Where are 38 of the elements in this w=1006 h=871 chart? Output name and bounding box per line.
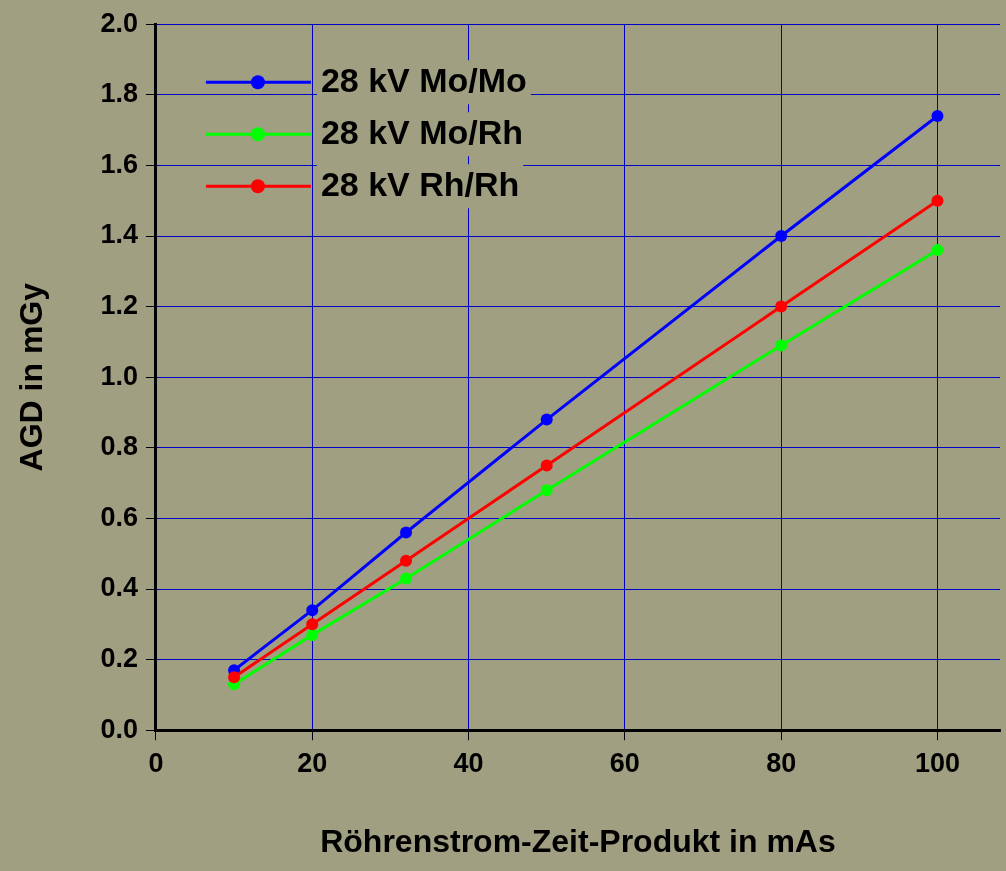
- point: [306, 618, 319, 631]
- y-tick-label: 0.8: [100, 431, 138, 462]
- x-axis-title: Röhrenstrom-Zeit-Produkt in mAs: [320, 822, 836, 859]
- legend-label: 28 kV Mo/Mo: [320, 60, 527, 99]
- point: [540, 484, 553, 497]
- x-tick-label: 0: [148, 747, 164, 778]
- point: [931, 109, 944, 122]
- point: [306, 628, 319, 641]
- point: [931, 244, 944, 257]
- legend-label: 28 kV Rh/Rh: [320, 164, 520, 203]
- y-tick-label: 0.4: [100, 572, 138, 603]
- point: [775, 300, 788, 313]
- y-tick-label: 2.0: [100, 7, 138, 38]
- x-tick-label: 80: [766, 747, 797, 778]
- x-tick-label: 40: [453, 747, 484, 778]
- y-tick-label: 0.0: [100, 713, 138, 744]
- y-tick-label: 1.0: [100, 360, 138, 391]
- point: [400, 554, 413, 567]
- y-tick-label: 0.2: [100, 643, 138, 674]
- legend-label: 28 kV Mo/Rh: [320, 112, 524, 151]
- y-tick-label: 0.6: [100, 501, 138, 532]
- y-axis-title: AGD in mGy: [13, 282, 50, 472]
- point: [400, 526, 413, 539]
- point: [775, 230, 788, 242]
- point: [400, 572, 413, 585]
- x-tick-label: 20: [297, 747, 328, 778]
- point: [931, 194, 944, 207]
- y-tick-label: 1.4: [100, 219, 138, 250]
- point: [540, 459, 553, 472]
- y-tick-label: 1.2: [100, 290, 138, 321]
- point: [540, 413, 553, 426]
- x-tick-label: 100: [914, 747, 961, 778]
- point: [775, 339, 788, 352]
- x-tick-label: 60: [609, 747, 640, 778]
- y-tick-label: 1.6: [100, 148, 138, 179]
- point: [228, 671, 241, 684]
- y-tick-label: 1.8: [100, 78, 138, 109]
- point: [306, 604, 319, 617]
